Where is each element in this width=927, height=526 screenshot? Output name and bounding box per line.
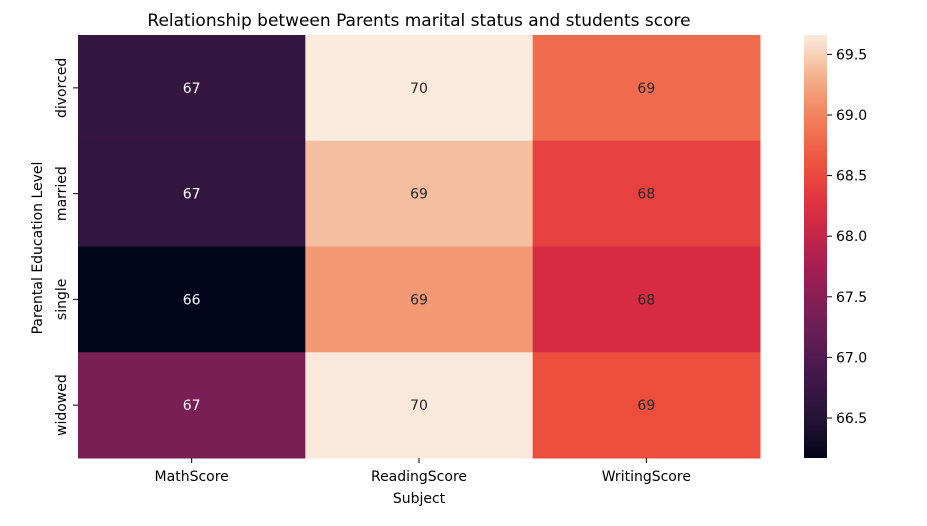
colorbar-tick-label: 67.0 <box>836 350 867 366</box>
x-tick-label: WritingScore <box>602 469 691 485</box>
cell-annotation: 70 <box>410 398 428 414</box>
cell-annotation: 66 <box>183 292 201 308</box>
heatmap-cell <box>532 35 761 142</box>
colorbar-tick-label: 68.5 <box>836 169 867 185</box>
heatmap-cell <box>78 352 306 459</box>
y-tick-label: single <box>54 279 70 320</box>
colorbar-tick-label: 67.5 <box>836 290 867 306</box>
colorbar-gradient <box>804 35 827 458</box>
heatmap-cell <box>532 246 761 353</box>
heatmap-cell <box>78 246 306 353</box>
cell-annotation: 67 <box>183 187 201 203</box>
colorbar-tick-label: 69.0 <box>836 108 867 124</box>
heatmap-cell <box>305 246 534 353</box>
y-tick-label: divorced <box>54 58 70 118</box>
heatmap-cell <box>78 35 306 142</box>
heatmap-cell <box>305 140 534 247</box>
cell-annotation: 68 <box>637 187 655 203</box>
cell-annotation: 69 <box>410 187 428 203</box>
chart-title: Relationship between Parents marital sta… <box>147 11 690 31</box>
heatmap-cell <box>532 352 761 459</box>
cell-annotation: 67 <box>183 398 201 414</box>
x-tick-label: ReadingScore <box>371 469 467 485</box>
heatmap-cell <box>305 35 534 142</box>
colorbar-tick-label: 68.0 <box>836 229 867 245</box>
colorbar: 66.5 67.0 67.5 68.0 68.5 69.0 69.5 <box>804 35 867 458</box>
y-tick-label: married <box>54 166 70 221</box>
x-axis: MathScore ReadingScore WritingScore <box>155 458 691 485</box>
y-axis-label: Parental Education Level <box>30 162 46 335</box>
heatmap-cell <box>532 140 761 247</box>
x-axis-label: Subject <box>393 491 446 507</box>
cell-annotation: 69 <box>410 292 428 308</box>
heatmap-cell <box>305 352 534 459</box>
cell-annotation: 70 <box>410 81 428 97</box>
cell-annotation: 69 <box>637 398 655 414</box>
y-tick-label: widowed <box>54 374 70 436</box>
heatmap-cells: 67 70 69 67 69 68 66 69 68 67 70 69 <box>78 35 761 459</box>
x-tick-label: MathScore <box>155 469 229 485</box>
cell-annotation: 69 <box>637 81 655 97</box>
heatmap-cell <box>78 140 306 247</box>
colorbar-tick-label: 66.5 <box>836 411 867 427</box>
y-axis: divorced married single widowed <box>54 58 78 436</box>
cell-annotation: 68 <box>637 292 655 308</box>
colorbar-tick-label: 69.5 <box>836 47 867 63</box>
cell-annotation: 67 <box>183 81 201 97</box>
